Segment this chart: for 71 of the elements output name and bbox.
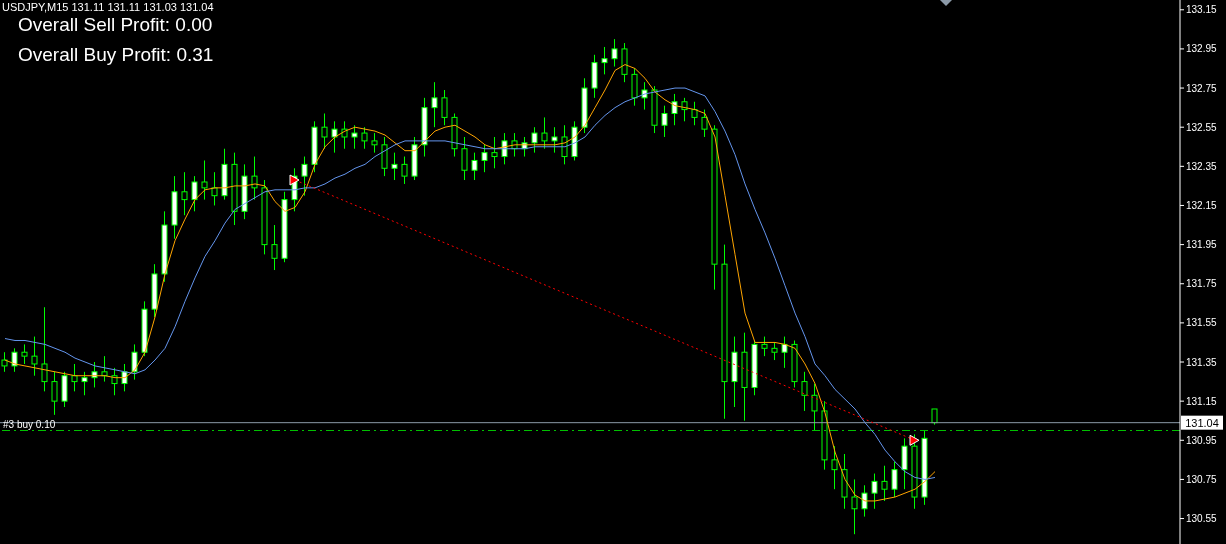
- candlestick: [471, 152, 478, 181]
- candlestick: [811, 383, 818, 431]
- candlestick: [901, 437, 908, 490]
- y-tick-label: 132.15: [1186, 200, 1218, 212]
- candlestick: [551, 126, 558, 154]
- candlestick: [691, 101, 698, 126]
- candlestick: [121, 363, 128, 392]
- candlestick: [201, 159, 208, 201]
- candlestick: [871, 473, 878, 510]
- candlestick: [481, 144, 488, 173]
- candlestick: [181, 171, 188, 216]
- candlestick: [531, 126, 538, 154]
- y-tick-label: 132.95: [1186, 43, 1218, 55]
- annotation: Overall Sell Profit: 0.00: [18, 14, 213, 36]
- candlestick: [81, 371, 88, 396]
- candlestick: [891, 461, 898, 498]
- candlestick: [191, 175, 198, 212]
- y-tick-label: 132.35: [1186, 160, 1218, 172]
- candlestick: [661, 105, 668, 138]
- candlestick: [41, 306, 48, 392]
- candlestick: [611, 38, 618, 68]
- candlestick: [801, 371, 808, 412]
- candlestick: [51, 371, 58, 416]
- candlestick: [271, 224, 278, 271]
- candlestick: [361, 126, 368, 150]
- y-tick-label: 131.55: [1186, 317, 1218, 329]
- candlestick: [491, 136, 498, 169]
- y-tick-label: 132.55: [1186, 121, 1218, 133]
- candlestick: [631, 67, 638, 107]
- candlestick: [31, 336, 38, 377]
- y-tick-label: 131.35: [1186, 356, 1218, 368]
- y-tick-label: 132.75: [1186, 82, 1218, 94]
- y-tick-label: 130.55: [1186, 513, 1218, 525]
- candlestick: [211, 171, 218, 206]
- candlestick: [21, 343, 28, 365]
- candlestick: [11, 347, 18, 373]
- candlestick: [701, 109, 708, 138]
- candlestick: [861, 484, 868, 518]
- ref-line-label: #3 buy 0.10: [3, 418, 56, 430]
- candlestick: [781, 336, 788, 369]
- candlestick: [671, 93, 678, 126]
- candlestick: [381, 136, 388, 177]
- candlestick: [881, 465, 888, 502]
- candlestick: [251, 156, 258, 201]
- candlestick: [371, 132, 378, 154]
- y-tick-label: 131.75: [1186, 278, 1218, 290]
- candlestick: [331, 120, 338, 154]
- candlestick: [71, 363, 78, 392]
- candlestick: [831, 445, 838, 490]
- candlestick: [111, 367, 118, 396]
- y-tick-label: 130.75: [1186, 473, 1218, 485]
- candlestick: [431, 81, 438, 128]
- candlestick: [351, 124, 358, 150]
- candlestick: [761, 336, 768, 357]
- candlestick: [401, 156, 408, 185]
- candlestick: [131, 343, 138, 381]
- annotation: Overall Buy Profit: 0.31: [18, 44, 214, 66]
- y-tick-label: 131.95: [1186, 239, 1218, 251]
- candlestick: [541, 116, 548, 150]
- candlestick: [301, 156, 308, 197]
- candlestick: [391, 152, 398, 181]
- y-tick-label: 130.95: [1186, 434, 1218, 446]
- candlestick: [441, 89, 448, 126]
- candlestick: [851, 478, 858, 535]
- y-tick-label: 131.15: [1186, 395, 1218, 407]
- chart-title: USDJPY,M15 131.11 131.11 131.03 131.04: [2, 1, 214, 13]
- candlestick: [601, 46, 608, 75]
- y-tick-label: 133.15: [1186, 4, 1218, 16]
- ref-line-label: 131.04: [1185, 416, 1219, 429]
- candlestick: [461, 136, 468, 181]
- candlestick: [91, 361, 98, 388]
